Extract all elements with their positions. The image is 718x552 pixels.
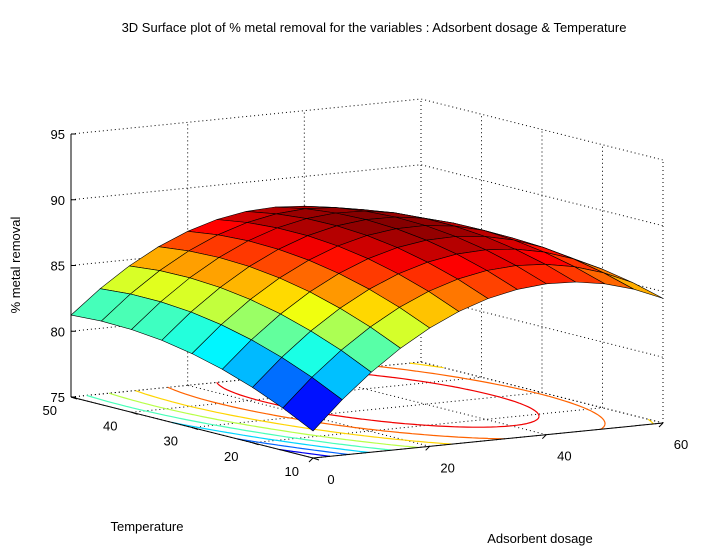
z-tick-label: 80 <box>51 324 65 339</box>
contour-line <box>108 392 419 449</box>
y-tick-mark <box>252 442 259 446</box>
z-tick-label: 95 <box>51 127 65 142</box>
z-tick-label: 90 <box>51 193 65 208</box>
x-axis-label: Adsorbent dosage <box>487 531 593 546</box>
y-tick-mark <box>131 411 138 415</box>
contour-line <box>237 438 349 456</box>
x-tick-mark <box>541 434 547 440</box>
x-tick-label: 40 <box>557 449 571 464</box>
x-tick-label: 20 <box>440 460 454 475</box>
z-tick-label: 85 <box>51 259 65 274</box>
x-tick-mark <box>308 457 314 463</box>
y-tick-label: 30 <box>164 434 178 449</box>
contour-line <box>279 448 331 457</box>
y-tick-label: 20 <box>224 449 238 464</box>
x-tick-label: 60 <box>674 437 688 452</box>
contour-projection <box>86 362 654 457</box>
y-tick-label: 10 <box>285 464 299 479</box>
x-tick-label: 0 <box>327 472 334 487</box>
surface-patch <box>603 272 664 299</box>
contour-line <box>86 394 392 451</box>
contour-line <box>135 362 654 445</box>
contour-line <box>171 421 369 453</box>
grid-line <box>191 392 543 428</box>
x-tick-mark <box>658 422 664 428</box>
y-tick-mark <box>312 457 320 461</box>
y-tick-mark <box>191 427 199 430</box>
surface-mesh <box>70 205 664 432</box>
grid-line <box>70 98 664 161</box>
y-tick-label: 50 <box>43 403 57 418</box>
x-tick-mark <box>425 445 431 451</box>
z-tick-label: 75 <box>51 390 65 405</box>
surface-patch <box>282 376 343 432</box>
chart-title: 3D Surface plot of % metal removal for t… <box>122 20 627 35</box>
y-tick-label: 40 <box>103 418 117 433</box>
y-axis-label: Temperature <box>111 519 184 534</box>
x-axis-line <box>312 422 664 459</box>
z-axis-label: % metal removal <box>8 216 23 313</box>
grid-line <box>304 373 547 436</box>
